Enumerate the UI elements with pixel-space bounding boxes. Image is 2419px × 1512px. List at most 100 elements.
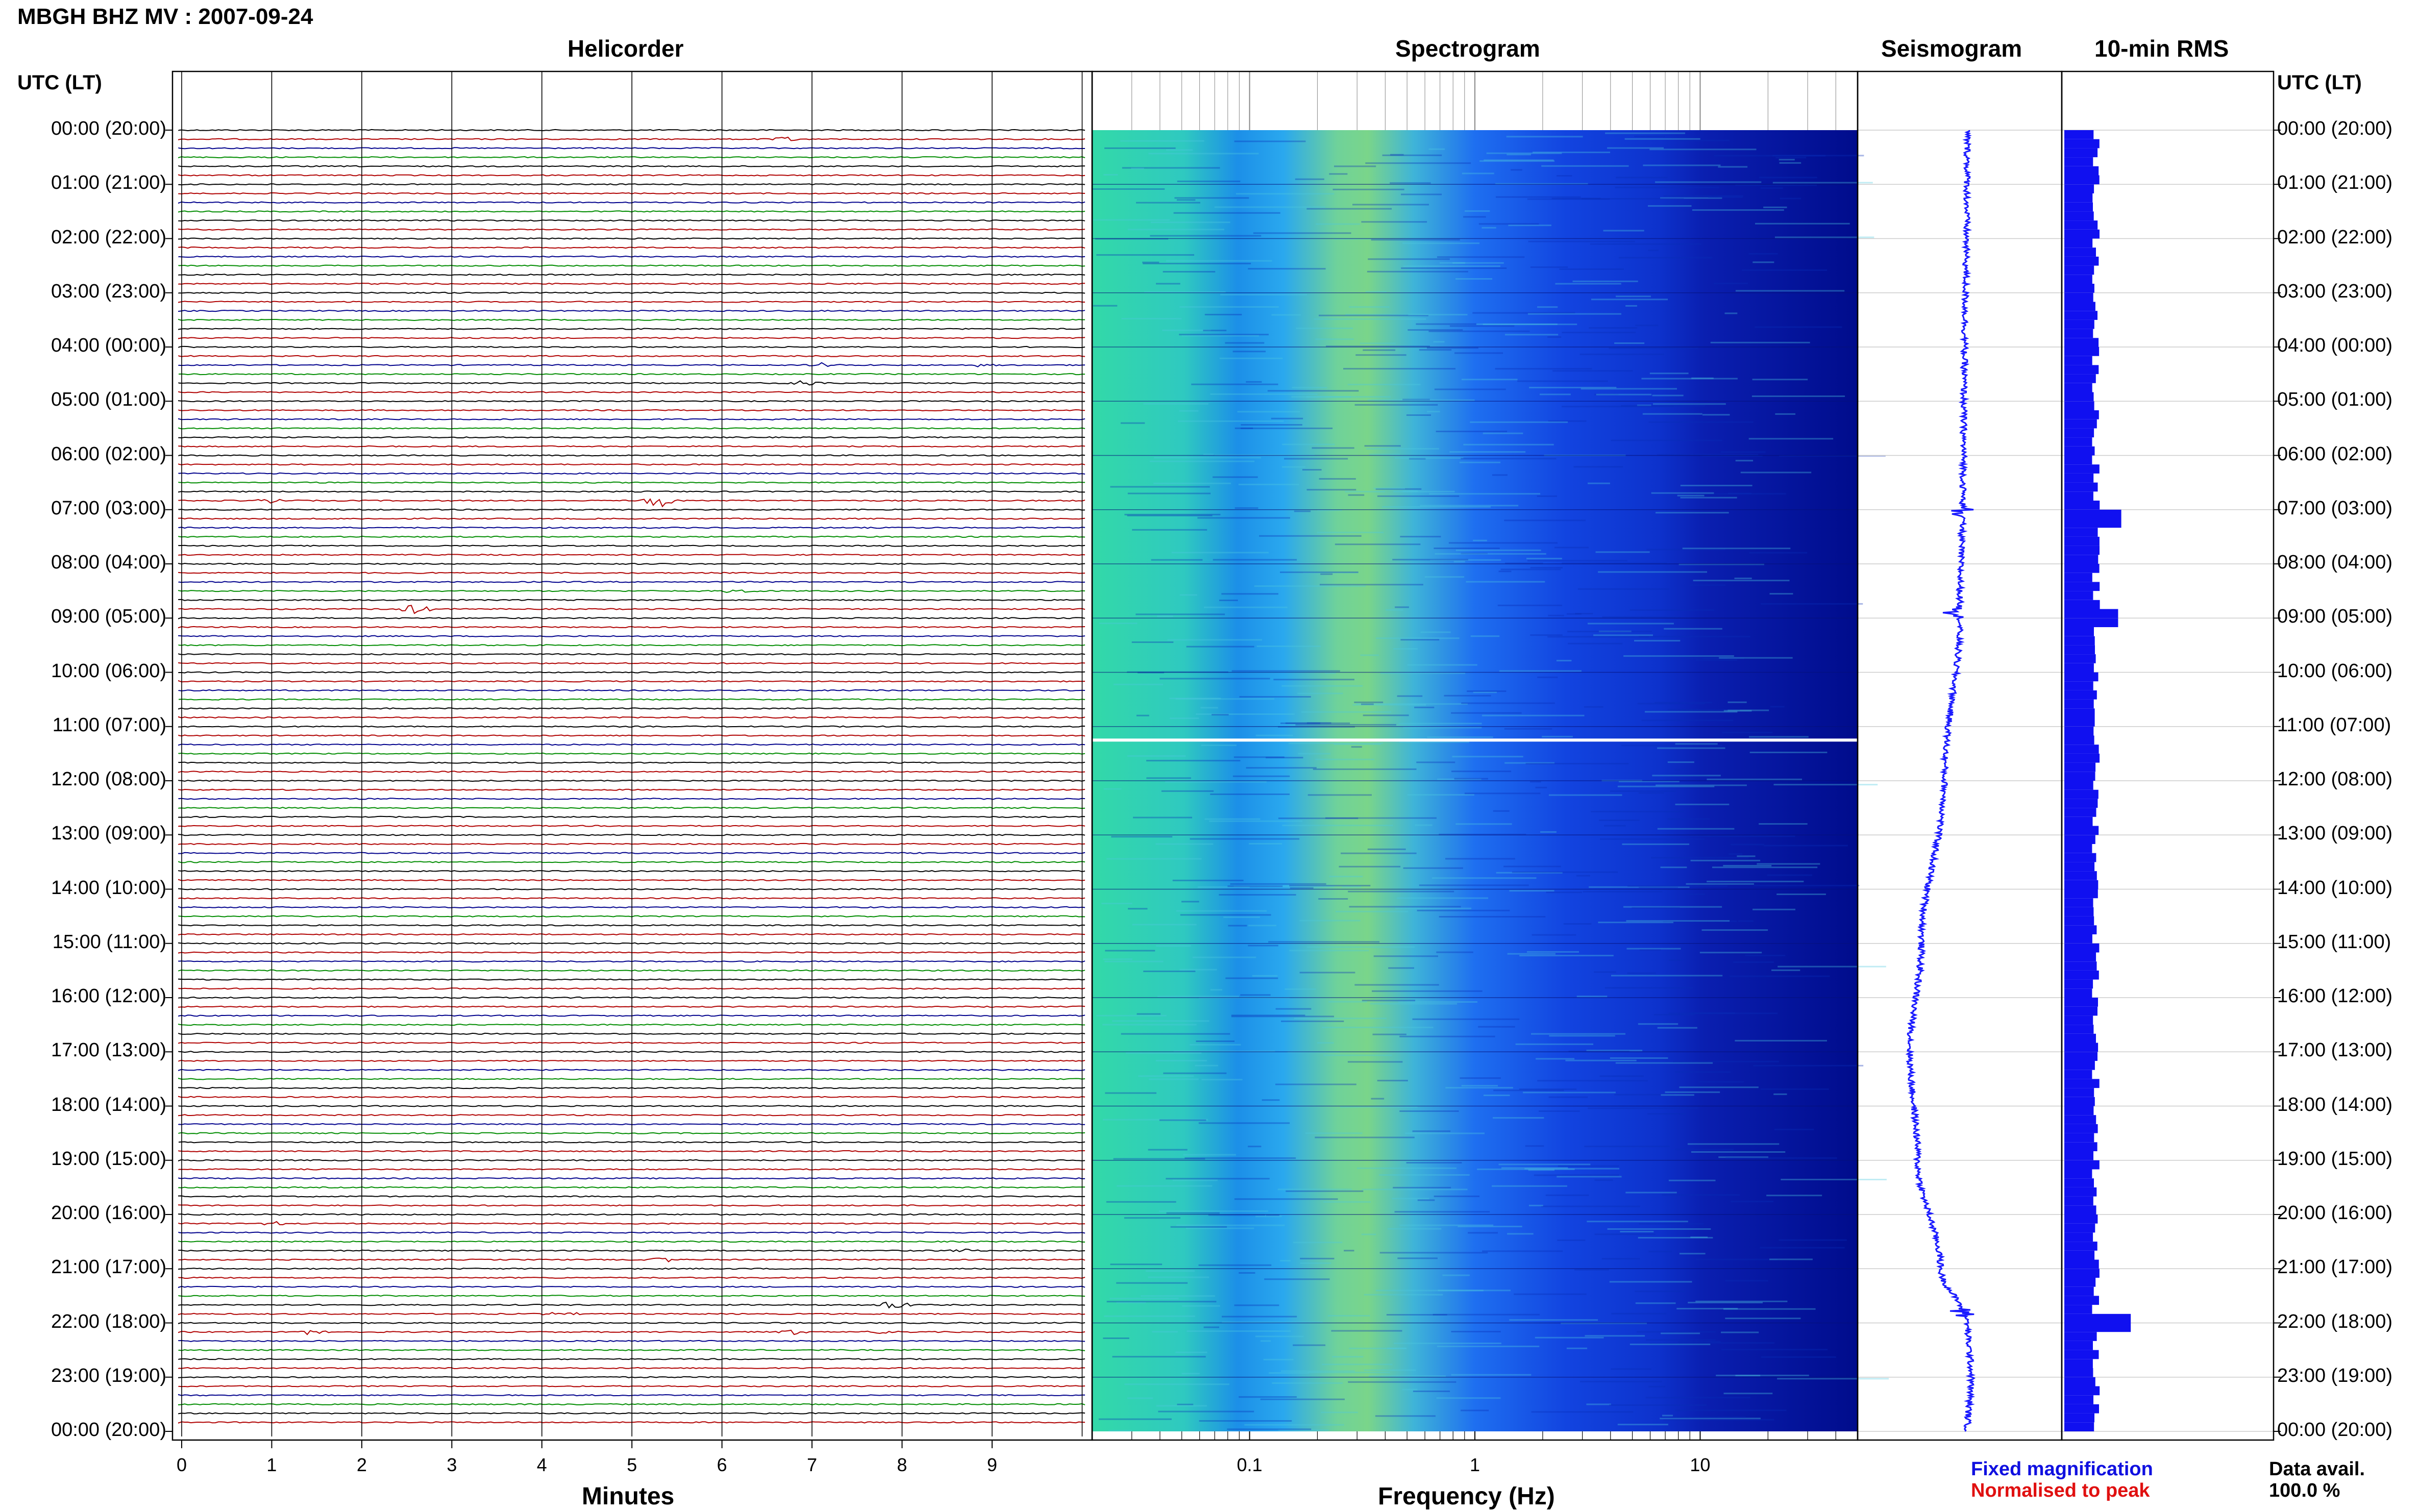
spectrogram-texture [1601,1258,1640,1260]
spectrogram-texture [1690,835,1795,837]
spectrogram-texture [1437,1346,1540,1347]
spectrogram-texture [1213,476,1258,478]
time-label-left: 20:00 (16:00) [51,1202,166,1224]
spectrogram-texture [1465,210,1490,212]
spectrogram-texture [1638,1237,1713,1238]
spectrogram-texture [1720,451,1766,453]
helicorder-trace [178,806,1085,809]
spectrogram-texture [1734,577,1752,579]
time-label-right: 20:00 (16:00) [2277,1202,2393,1224]
minute-tick-label: 3 [447,1454,457,1475]
spectrogram-texture [1190,838,1300,840]
time-label-left: 12:00 (08:00) [51,769,166,790]
spectrogram-texture [1143,263,1251,264]
time-label-left: 09:00 (05:00) [51,606,166,628]
spectrogram-texture [1614,342,1645,344]
helicorder-plot [178,71,1085,1436]
spectrogram-texture [1268,941,1380,943]
spectrogram-texture [1506,136,1583,138]
spectrogram-texture [1266,757,1303,759]
rms-bar [2064,319,2094,329]
spectrogram-texture [1155,843,1214,845]
spectrogram-texture [1595,551,1650,553]
spectrogram-texture [1579,353,1664,355]
rms-bar [2064,491,2093,501]
spectrogram-texture [1577,588,1669,590]
spectrogram-texture [1461,458,1557,460]
spectrogram-texture [1461,553,1488,555]
spectrogram-texture [1576,996,1608,998]
rms-bar [2064,1088,2094,1097]
spectrogram-texture [1403,867,1463,869]
spectrogram-texture [1675,743,1718,745]
spectrogram-texture [1690,859,1761,861]
spectrogram-texture [1285,722,1321,724]
spectrogram-texture [1375,488,1422,490]
spectrogram-texture [1598,922,1673,924]
spectrogram-texture [1400,639,1440,641]
spectrogram-texture [1668,1179,1716,1181]
spectrogram-texture [1735,460,1754,462]
spectrogram-texture [1344,1250,1354,1252]
rms-bar [2064,1151,2093,1160]
spectrogram-texture [1691,1151,1786,1153]
spectrogram-texture [1723,710,1752,712]
spectrogram-texture [1199,1420,1292,1422]
helicorder-trace [178,1367,1085,1370]
rms-bar [2064,1160,2100,1170]
spectrogram-texture [1559,268,1624,270]
spectrogram-texture [1394,457,1464,459]
spectrogram-texture [1626,920,1730,922]
rms-bar [2064,591,2093,600]
helicorder-trace [178,264,1085,267]
spectrogram-texture [1323,1054,1392,1056]
rms-bar [2064,1205,2096,1214]
helicorder-trace [178,1195,1085,1198]
spectrogram-texture [1675,1149,1734,1151]
rms-bar [2064,1043,2099,1052]
helicorder-trace [178,897,1085,900]
spectrogram-texture [1517,380,1608,382]
spectrogram-texture [1760,1088,1829,1090]
spectrogram-texture [1500,568,1561,571]
spectrogram-texture [1281,685,1363,687]
spectrogram-gap [1092,738,1858,742]
time-label-left: 08:00 (04:00) [51,552,166,573]
spectrogram-texture [1299,972,1355,974]
helicorder-trace [178,1276,1085,1279]
seismogram-trace [1905,130,1976,1432]
spectrogram-texture [1392,559,1468,561]
spectrogram-texture [1203,1326,1219,1328]
spectrogram-texture [1648,205,1692,207]
spectrogram-texture [1728,492,1751,494]
spectrogram-texture [1219,600,1238,601]
spectrogram-texture [1329,876,1363,878]
helicorder-trace [178,255,1085,258]
spectrogram-texture [1523,1092,1616,1094]
spectrogram-texture [1687,1143,1780,1145]
spectrogram-texture [1371,239,1460,241]
spectrogram-texture [1547,336,1562,338]
helicorder-trace [178,554,1085,556]
spectrogram-texture [1470,421,1568,423]
spectrogram-texture [1625,305,1637,307]
rms-bar [2064,1368,2093,1377]
helicorder-trace [178,445,1085,448]
spectrogram-texture [1417,1199,1435,1201]
spectrogram-texture [1373,955,1438,957]
spectrogram-texture [1103,958,1132,960]
helicorder-trace [178,318,1085,321]
spectrogram-texture [1278,1429,1329,1431]
spectrogram-texture [1397,695,1423,697]
spectrogram-texture [1388,967,1414,969]
spectrogram-texture [1105,950,1155,952]
spectrogram-texture [1528,1204,1543,1206]
helicorder-trace [178,842,1085,846]
helicorder-trace [178,345,1085,349]
spectrogram-texture [1179,334,1269,336]
spectrogram-texture [1763,206,1787,208]
spectrogram-texture [1527,198,1610,200]
spectrogram-texture [1234,140,1306,142]
rms-bar [2064,229,2100,239]
rms-bar [2064,799,2098,808]
